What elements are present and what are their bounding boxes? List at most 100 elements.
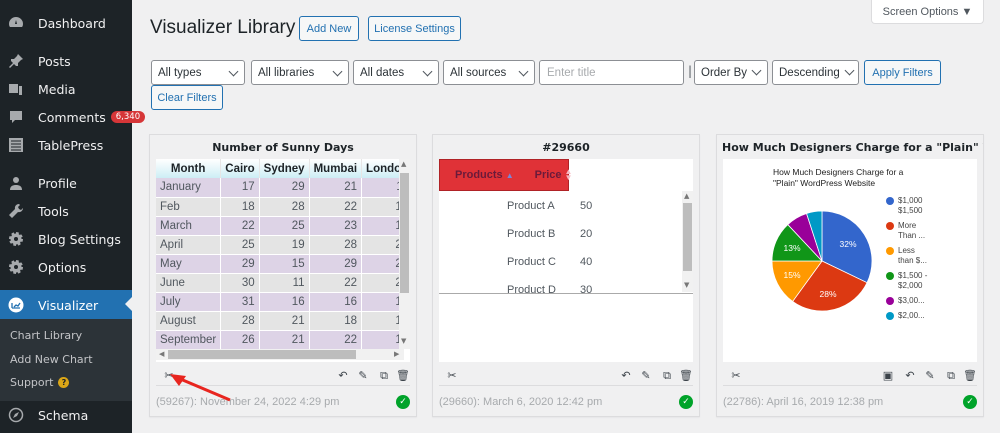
sidebar-item-posts[interactable]: Posts bbox=[0, 47, 132, 75]
vertical-scrollbar[interactable]: ▲ ▼ bbox=[399, 159, 410, 349]
annotation-arrow-icon bbox=[170, 374, 231, 402]
clone-icon[interactable]: ⧉ bbox=[663, 369, 671, 382]
table-cell: 22 bbox=[309, 273, 363, 293]
legend-item[interactable]: Less than $... bbox=[886, 246, 927, 266]
undo-icon[interactable]: ↶ bbox=[621, 369, 631, 382]
legend-item[interactable]: $3,00... bbox=[886, 296, 927, 306]
legend-label: $1,500 - bbox=[898, 271, 928, 280]
admin-sidebar: Dashboard Posts Media Comments 6,340 Tab… bbox=[0, 0, 146, 433]
vertical-scrollbar[interactable]: ▲ ▼ bbox=[682, 191, 693, 292]
table-cell: 30 bbox=[580, 284, 593, 294]
column-header-price[interactable]: Price bbox=[534, 169, 562, 181]
legend-label: Than ... bbox=[898, 231, 926, 240]
shortcode-scissors-icon[interactable]: ✂ bbox=[447, 369, 457, 382]
scroll-up-icon[interactable]: ▲ bbox=[401, 160, 407, 168]
scroll-down-icon[interactable]: ▼ bbox=[401, 337, 407, 345]
shortcode-scissors-icon[interactable]: ✂ bbox=[731, 369, 741, 382]
column-header[interactable]: Sydney bbox=[259, 159, 310, 178]
edit-pencil-icon[interactable]: ✎ bbox=[641, 369, 651, 382]
scroll-right-icon[interactable]: ▶ bbox=[394, 350, 400, 358]
dashboard-icon bbox=[8, 15, 24, 31]
edit-pencil-icon[interactable]: ✎ bbox=[925, 369, 935, 382]
export-image-icon[interactable]: ▣ bbox=[882, 369, 894, 382]
source-filter-select[interactable]: All sources bbox=[443, 60, 535, 85]
select-value: All sources bbox=[450, 66, 507, 79]
table-row: Product D 30 bbox=[439, 284, 639, 294]
trash-icon[interactable]: 🗑 bbox=[963, 369, 977, 382]
sidebar-item-tablepress[interactable]: TablePress bbox=[0, 131, 132, 159]
sidebar-item-dashboard[interactable]: Dashboard bbox=[0, 9, 132, 37]
legend-dot-icon bbox=[886, 247, 894, 255]
edit-pencil-icon[interactable]: ✎ bbox=[358, 369, 368, 382]
legend-dot-icon bbox=[886, 297, 894, 305]
undo-icon[interactable]: ↶ bbox=[338, 369, 348, 382]
pie-slice[interactable] bbox=[806, 210, 823, 262]
select-value: Order By bbox=[701, 66, 748, 79]
sidebar-item-blog-settings[interactable]: Blog Settings bbox=[0, 225, 132, 253]
table-cell: 13 bbox=[361, 216, 410, 236]
table-row: March22252313 bbox=[156, 216, 410, 236]
select-value: All dates bbox=[360, 66, 405, 79]
chart-icon bbox=[8, 297, 24, 313]
sort-asc-icon: ▲ bbox=[505, 170, 514, 180]
title-search-input[interactable] bbox=[539, 60, 684, 85]
column-header[interactable]: Mumbai bbox=[309, 159, 363, 178]
scroll-down-icon[interactable]: ▼ bbox=[684, 281, 690, 289]
slice-label: 15% bbox=[783, 270, 800, 280]
column-header-products[interactable]: Products bbox=[455, 169, 503, 181]
pie-chart[interactable]: 32% 28% 15% 13% bbox=[770, 209, 874, 313]
clone-icon[interactable]: ⧉ bbox=[380, 369, 388, 382]
date-filter-select[interactable]: All dates bbox=[353, 60, 439, 85]
order-direction-select[interactable]: Descending bbox=[772, 60, 859, 85]
legend-item[interactable]: $1,500 - $2,000 bbox=[886, 271, 927, 291]
column-header[interactable]: Month bbox=[156, 159, 222, 178]
clear-filters-button[interactable]: Clear Filters bbox=[151, 85, 223, 110]
column-header[interactable]: London bbox=[361, 159, 410, 178]
horizontal-scrollbar[interactable]: ◀ ▶ bbox=[156, 349, 404, 360]
column-header[interactable]: Cairo bbox=[220, 159, 260, 178]
type-filter-select[interactable]: All types bbox=[151, 60, 245, 85]
scroll-thumb[interactable] bbox=[168, 350, 356, 359]
submenu-add-new-chart[interactable]: Add New Chart bbox=[10, 353, 93, 366]
scroll-thumb[interactable] bbox=[683, 203, 692, 271]
clone-icon[interactable]: ⧉ bbox=[947, 369, 955, 382]
scroll-up-icon[interactable]: ▲ bbox=[684, 192, 690, 200]
user-icon bbox=[8, 175, 24, 191]
sidebar-item-profile[interactable]: Profile bbox=[0, 169, 132, 197]
legend-item[interactable]: $2,00... bbox=[886, 311, 927, 321]
submenu-support[interactable]: Support ? bbox=[10, 376, 70, 389]
card-actions: ✂ ↶ ✎ ⧉ 🗑 bbox=[439, 366, 693, 386]
order-by-select[interactable]: Order By bbox=[694, 60, 768, 85]
pie-slice[interactable] bbox=[792, 260, 868, 312]
legend-item[interactable]: $1,000 $1,500 bbox=[886, 196, 927, 216]
table-cell: 26 bbox=[220, 330, 260, 350]
pie-slice[interactable] bbox=[821, 210, 873, 284]
chart-meta: (22786): April 16, 2019 12:38 pm bbox=[723, 396, 884, 408]
sidebar-item-options[interactable]: Options bbox=[0, 253, 132, 281]
scroll-left-icon[interactable]: ◀ bbox=[159, 350, 165, 358]
library-filter-select[interactable]: All libraries bbox=[251, 60, 349, 85]
sidebar-item-schema[interactable]: Schema bbox=[0, 401, 132, 429]
apply-filters-button[interactable]: Apply Filters bbox=[864, 60, 941, 85]
trash-icon[interactable]: 🗑 bbox=[396, 369, 410, 382]
sidebar-item-media[interactable]: Media bbox=[0, 75, 132, 103]
sidebar-item-tools[interactable]: Tools bbox=[0, 197, 132, 225]
pie-legend: $1,000 $1,500 More Than ... Less than $... … bbox=[886, 196, 927, 326]
scroll-thumb[interactable] bbox=[400, 173, 409, 293]
chart-card: How Much Designers Charge for a "Plain" … bbox=[716, 134, 984, 417]
add-new-button[interactable]: Add New bbox=[299, 16, 359, 41]
table-cell: May bbox=[156, 254, 222, 274]
sidebar-item-label: Profile bbox=[38, 175, 77, 191]
sidebar-item-visualizer[interactable]: Visualizer bbox=[0, 290, 132, 320]
legend-item[interactable]: More Than ... bbox=[886, 221, 927, 241]
submenu-chart-library[interactable]: Chart Library bbox=[10, 329, 82, 342]
shortcode-scissors-icon[interactable]: ✂ bbox=[164, 369, 174, 382]
trash-icon[interactable]: 🗑 bbox=[679, 369, 693, 382]
comment-icon bbox=[8, 109, 24, 125]
sidebar-item-label: Tools bbox=[38, 203, 69, 219]
undo-icon[interactable]: ↶ bbox=[905, 369, 915, 382]
sidebar-item-comments[interactable]: Comments 6,340 bbox=[0, 103, 146, 131]
screen-options-button[interactable]: Screen Options ▼ bbox=[871, 0, 984, 24]
table-cell: 18 bbox=[309, 311, 363, 331]
license-settings-button[interactable]: License Settings bbox=[368, 16, 461, 41]
